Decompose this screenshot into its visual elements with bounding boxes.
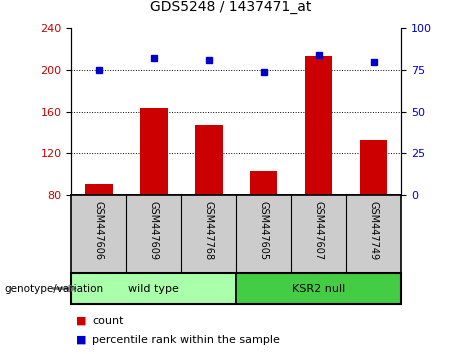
Bar — [305, 56, 332, 195]
Text: ■: ■ — [76, 335, 87, 345]
Text: GDS5248 / 1437471_at: GDS5248 / 1437471_at — [150, 0, 311, 14]
Bar — [71, 273, 236, 304]
Text: count: count — [92, 316, 124, 326]
Text: GSM447606: GSM447606 — [94, 201, 104, 260]
Text: GSM447605: GSM447605 — [259, 201, 269, 260]
Bar — [236, 273, 401, 304]
Text: ■: ■ — [76, 316, 87, 326]
Text: genotype/variation: genotype/variation — [5, 284, 104, 293]
Text: percentile rank within the sample: percentile rank within the sample — [92, 335, 280, 345]
Bar — [250, 171, 278, 195]
Text: GSM447749: GSM447749 — [369, 201, 378, 260]
Bar — [195, 125, 223, 195]
Text: GSM447768: GSM447768 — [204, 201, 214, 260]
Text: KSR2 null: KSR2 null — [292, 284, 345, 293]
Text: GSM447609: GSM447609 — [149, 201, 159, 260]
Text: wild type: wild type — [129, 284, 179, 293]
Bar — [85, 184, 112, 195]
Text: GSM447607: GSM447607 — [313, 201, 324, 260]
Bar — [140, 108, 168, 195]
Bar — [360, 139, 387, 195]
